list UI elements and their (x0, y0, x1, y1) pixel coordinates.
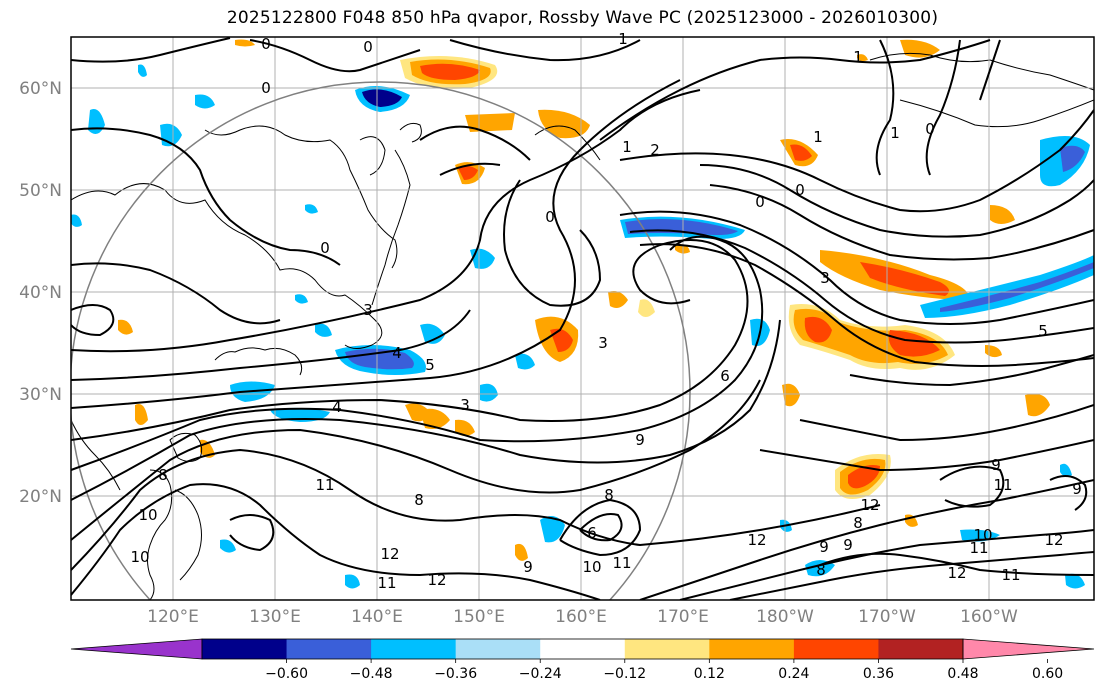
lon-label: 150°E (453, 607, 505, 627)
contour-label: 0 (320, 239, 330, 257)
colorbar-segment (540, 639, 626, 659)
lon-label: 160°W (960, 607, 1018, 627)
colorbar-tick-label: −0.48 (350, 666, 393, 682)
contour-label: 3 (598, 334, 608, 352)
contour-label: 11 (377, 574, 396, 592)
contour-label: 9 (635, 431, 645, 449)
longitude-labels: 120°E 130°E 140°E 150°E 160°E 170°E 180°W 170°W… (147, 607, 1018, 627)
lon-label: 140°E (351, 607, 403, 627)
contour-label: 12 (747, 531, 766, 549)
contour-label: 0 (363, 38, 373, 56)
contour-label: 0 (261, 35, 271, 53)
contour-label: 12 (860, 496, 879, 514)
contour-label: 11 (315, 476, 334, 494)
lat-label: 40°N (19, 283, 62, 303)
colorbar-frame (201, 638, 964, 660)
colorbar-tick-labels: −0.60 −0.48 −0.36 −0.24 −0.12 0.12 0.24 0.36 0.4… (265, 659, 1063, 682)
lon-label: 170°W (858, 607, 916, 627)
lon-label: 180°W (756, 607, 814, 627)
contour-label: 9 (819, 538, 829, 556)
contour-label: 8 (604, 486, 614, 504)
lon-label: 170°E (657, 607, 709, 627)
colorbar-segment (878, 639, 964, 659)
colorbar-tick-label: −0.12 (603, 666, 646, 682)
latitude-labels: 60°N 50°N 40°N 30°N 20°N (19, 79, 62, 507)
colorbar (70, 638, 1095, 660)
lon-label: 120°E (147, 607, 199, 627)
contour-label: 1 (618, 30, 628, 48)
contour-label: 3 (363, 301, 373, 319)
colorbar-tick-label: 0.36 (863, 666, 894, 682)
contour-label: 9 (991, 456, 1001, 474)
lon-label: 130°E (249, 607, 301, 627)
map-title: 2025122800 F048 850 hPa qvapor, Rossby W… (226, 8, 939, 28)
contour-label: 10 (582, 558, 601, 576)
contour-label: 0 (755, 193, 765, 211)
contour-label: 3 (460, 396, 470, 414)
contour-label: 10 (130, 548, 149, 566)
contour-label: 11 (1001, 566, 1020, 584)
contour-label: 11 (612, 554, 631, 572)
contour-label: 5 (1038, 322, 1048, 340)
contour-label: 3 (820, 269, 830, 287)
colorbar-tick-label: 0.24 (778, 666, 809, 682)
contour-label: 6 (720, 367, 730, 385)
colorbar-tick-label: −0.36 (434, 666, 477, 682)
colorbar-tick-label: 0.48 (947, 666, 978, 682)
contour-label: 4 (332, 398, 342, 416)
colorbar-extend-high (962, 638, 1095, 660)
lat-label: 60°N (19, 79, 62, 99)
contour-label: 0 (261, 79, 271, 97)
lat-label: 30°N (19, 385, 62, 405)
contour-label: 0 (795, 181, 805, 199)
rossby-wave-circle (71, 81, 691, 600)
contour-label: 11 (993, 476, 1012, 494)
colorbar-segment (624, 639, 710, 659)
contour-label: 1 (813, 128, 823, 146)
contour-label: 8 (853, 514, 863, 532)
plot-frame (70, 36, 1095, 601)
colorbar-segment (371, 639, 457, 659)
contour-label: 4 (392, 344, 402, 362)
contour-label: 1 (853, 48, 863, 66)
contour-label: 5 (425, 356, 435, 374)
contour-label: 1 (622, 138, 632, 156)
qvapor-anomaly-fills (71, 39, 1094, 589)
contour-label: 12 (380, 545, 399, 563)
contour-label: 10 (973, 526, 992, 544)
colorbar-extend-low (70, 638, 203, 660)
contour-lines (71, 37, 1094, 600)
contour-label: 11 (969, 539, 988, 557)
colorbar-segment (709, 639, 795, 659)
lat-label: 50°N (19, 181, 62, 201)
contour-label: 9 (523, 558, 533, 576)
contour-label: 8 (158, 466, 168, 484)
contour-label: 2 (650, 141, 660, 159)
contour-label: 12 (1044, 531, 1063, 549)
colorbar-segment (202, 639, 288, 659)
contour-label: 0 (545, 208, 555, 226)
contour-label: 9 (843, 536, 853, 554)
lon-label: 160°E (555, 607, 607, 627)
colorbar-tick-label: −0.24 (519, 666, 562, 682)
contour-label: 0 (925, 120, 935, 138)
colorbar-tick-label: 0.12 (694, 666, 725, 682)
contour-label: 8 (816, 561, 826, 579)
contour-label: 10 (138, 506, 157, 524)
contour-label: 8 (414, 491, 424, 509)
colorbar-tick-label: −0.60 (265, 666, 308, 682)
colorbar-segment (286, 639, 372, 659)
contour-label: 12 (427, 571, 446, 589)
lat-label: 20°N (19, 487, 62, 507)
contour-label: 12 (947, 564, 966, 582)
colorbar-segment (455, 639, 541, 659)
contour-label: 9 (1072, 480, 1082, 498)
colorbar-tick-label: 0.60 (1032, 666, 1063, 682)
contour-label: 6 (587, 524, 597, 542)
contour-label: 1 (890, 124, 900, 142)
colorbar-segment (793, 639, 879, 659)
